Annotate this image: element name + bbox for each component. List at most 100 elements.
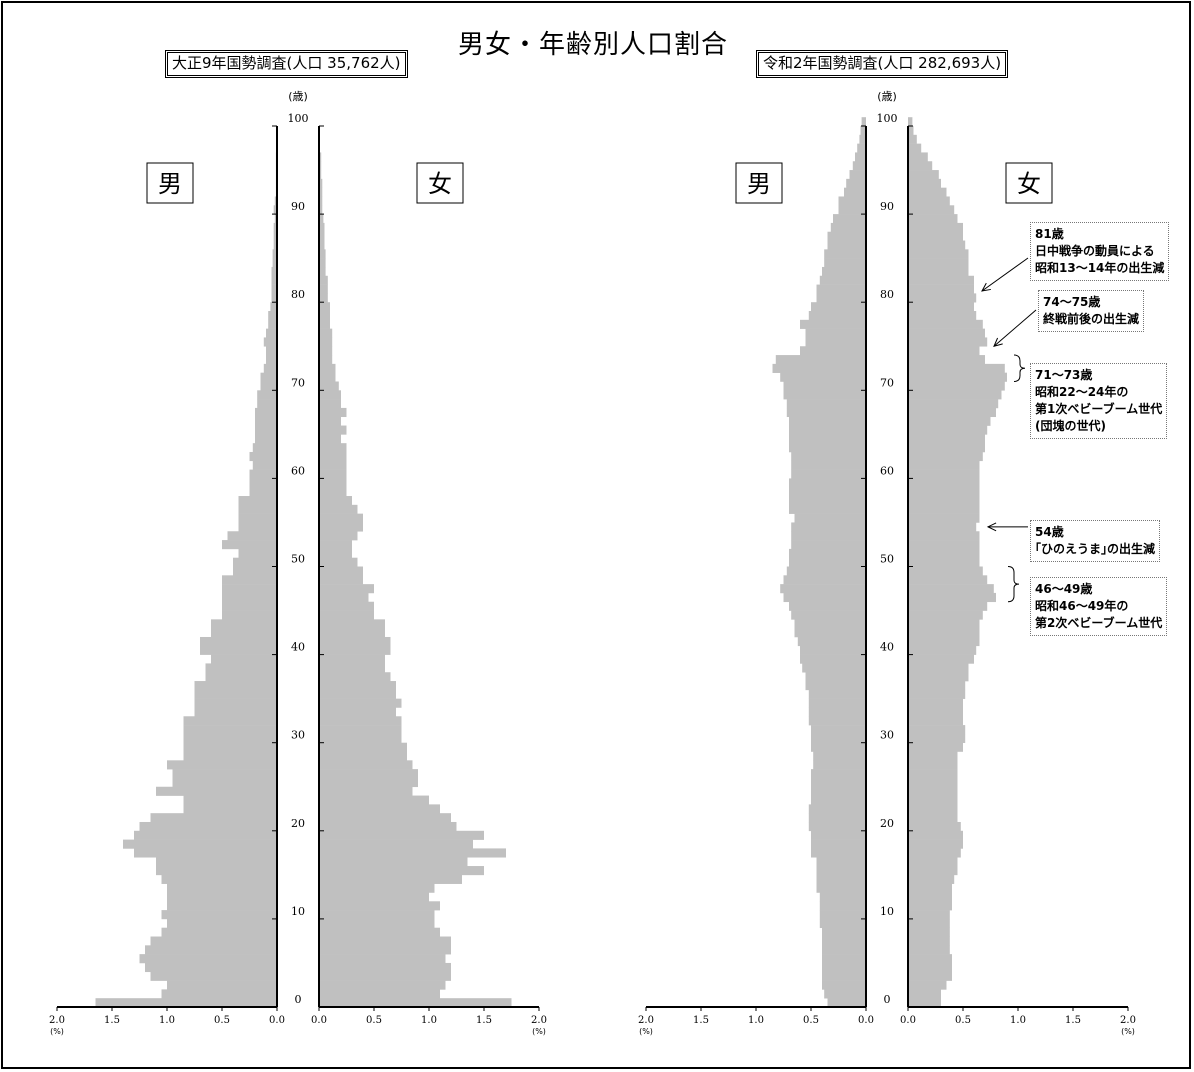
pct-tick-label-male: 1.5	[104, 1015, 120, 1026]
bar-male-age-87	[827, 231, 866, 241]
bar-female-age-13	[319, 883, 435, 893]
bar-male-age-76	[805, 328, 866, 338]
bar-male-age-87	[273, 231, 277, 241]
brace-age-46-49	[1007, 566, 1020, 603]
bar-female-age-75	[908, 337, 988, 347]
bar-male-age-23	[811, 795, 866, 805]
bar-male-age-91	[274, 196, 277, 206]
bar-male-age-5	[139, 954, 277, 964]
bar-female-age-12	[908, 892, 952, 902]
bar-female-age-86	[908, 240, 966, 250]
bar-female-age-39	[908, 654, 974, 664]
bar-female-age-33	[319, 707, 396, 717]
bar-male-age-40	[800, 645, 866, 655]
bar-female-age-45	[319, 601, 374, 611]
bar-male-age-10	[819, 910, 866, 920]
bar-male-age-65	[789, 425, 866, 435]
bar-female-age-74	[319, 346, 333, 356]
male-label-box	[735, 162, 783, 204]
pct-tick-label-male: 1.0	[748, 1015, 764, 1026]
bar-male-age-52	[222, 540, 277, 550]
bar-male-age-49	[786, 566, 866, 576]
bar-female-age-26	[319, 769, 418, 779]
bar-male-age-80	[816, 293, 866, 303]
bar-male-age-47	[222, 584, 277, 594]
bar-female-age-46	[908, 592, 996, 603]
bar-female-age-96	[908, 152, 928, 162]
bar-male-age-75	[805, 337, 866, 347]
bar-male-age-85	[824, 249, 866, 259]
age-tick-label-40: 40	[291, 641, 305, 654]
bar-female-age-99	[908, 126, 914, 136]
bar-male-age-71	[780, 372, 866, 382]
bar-male-age-70	[260, 381, 277, 391]
bar-female-age-65	[908, 425, 988, 435]
bar-female-age-5	[319, 954, 446, 964]
age-tick-label-30: 30	[291, 729, 305, 742]
pct-unit-female: (%)	[1121, 1027, 1135, 1036]
bar-female-age-62	[908, 451, 983, 462]
bar-male-age-34	[194, 698, 277, 708]
bar-female-age-40	[908, 645, 977, 655]
bar-female-age-47	[908, 584, 994, 594]
bar-female-age-17	[319, 848, 506, 858]
bar-female-age-45	[908, 601, 988, 611]
bar-male-age-35	[194, 689, 277, 699]
bar-female-age-77	[319, 319, 330, 329]
bar-female-age-25	[908, 777, 958, 788]
bar-female-age-66	[908, 416, 991, 426]
bar-female-age-91	[908, 196, 950, 206]
bar-male-age-61	[791, 460, 866, 470]
bar-female-age-49	[908, 566, 983, 576]
bar-female-age-19	[319, 830, 484, 840]
bar-female-age-72	[319, 363, 336, 373]
census-label-reiwa: 令和2年国勢調査(人口 282,693人)	[756, 50, 1009, 78]
bar-female-age-48	[908, 575, 988, 585]
bar-male-age-65	[255, 425, 277, 435]
pct-tick-label-female: 1.0	[421, 1015, 437, 1026]
bar-male-age-45	[789, 601, 866, 611]
bar-female-age-4	[319, 962, 451, 973]
bar-female-age-23	[908, 795, 958, 805]
bar-female-age-79	[319, 302, 330, 312]
bar-male-age-44	[791, 610, 866, 620]
annotation-age-54: 54歳 ｢ひのえうま｣の出生減	[1030, 520, 1161, 562]
bar-female-age-55	[908, 513, 980, 523]
bar-female-age-44	[319, 610, 374, 620]
bar-female-age-68	[908, 399, 999, 409]
bar-male-age-95	[852, 161, 866, 171]
bar-female-age-50	[908, 557, 980, 567]
bar-female-age-15	[319, 866, 484, 876]
bar-male-age-41	[797, 636, 866, 647]
bar-male-age-4	[145, 962, 277, 973]
bar-male-age-13	[167, 883, 277, 893]
bar-male-age-40	[200, 645, 277, 655]
bar-male-age-71	[260, 372, 277, 382]
annotation-age-81: 81歳 日中戦争の動員による 昭和13～14年の出生減	[1030, 222, 1170, 281]
age-tick-label-30: 30	[880, 729, 894, 742]
bar-male-age-11	[167, 901, 277, 911]
bar-male-age-58	[789, 487, 866, 497]
bar-male-age-46	[783, 592, 866, 603]
annotation-age-46-49: 46～49歳 昭和46～49年の 第2次ベビーブーム世代	[1030, 577, 1168, 636]
bar-female-age-91	[319, 196, 323, 206]
bar-female-age-12	[319, 892, 429, 902]
bar-male-age-53	[791, 531, 866, 541]
bar-female-age-29	[908, 742, 963, 752]
bar-female-age-71	[319, 372, 336, 382]
bar-male-age-24	[811, 786, 866, 796]
bar-male-age-12	[819, 892, 866, 902]
bar-female-age-25	[319, 777, 418, 788]
bar-male-age-50	[233, 557, 277, 567]
bar-female-age-86	[319, 240, 325, 250]
bar-male-age-3	[822, 971, 866, 981]
bar-female-age-4	[908, 962, 952, 973]
bar-male-age-88	[830, 222, 866, 233]
bar-female-age-3	[908, 971, 952, 981]
bar-female-age-6	[319, 945, 451, 955]
bar-male-age-32	[183, 716, 277, 726]
bar-male-age-31	[183, 725, 277, 735]
bar-female-age-42	[908, 628, 980, 638]
bar-male-age-30	[183, 733, 277, 743]
bar-male-age-15	[816, 866, 866, 876]
